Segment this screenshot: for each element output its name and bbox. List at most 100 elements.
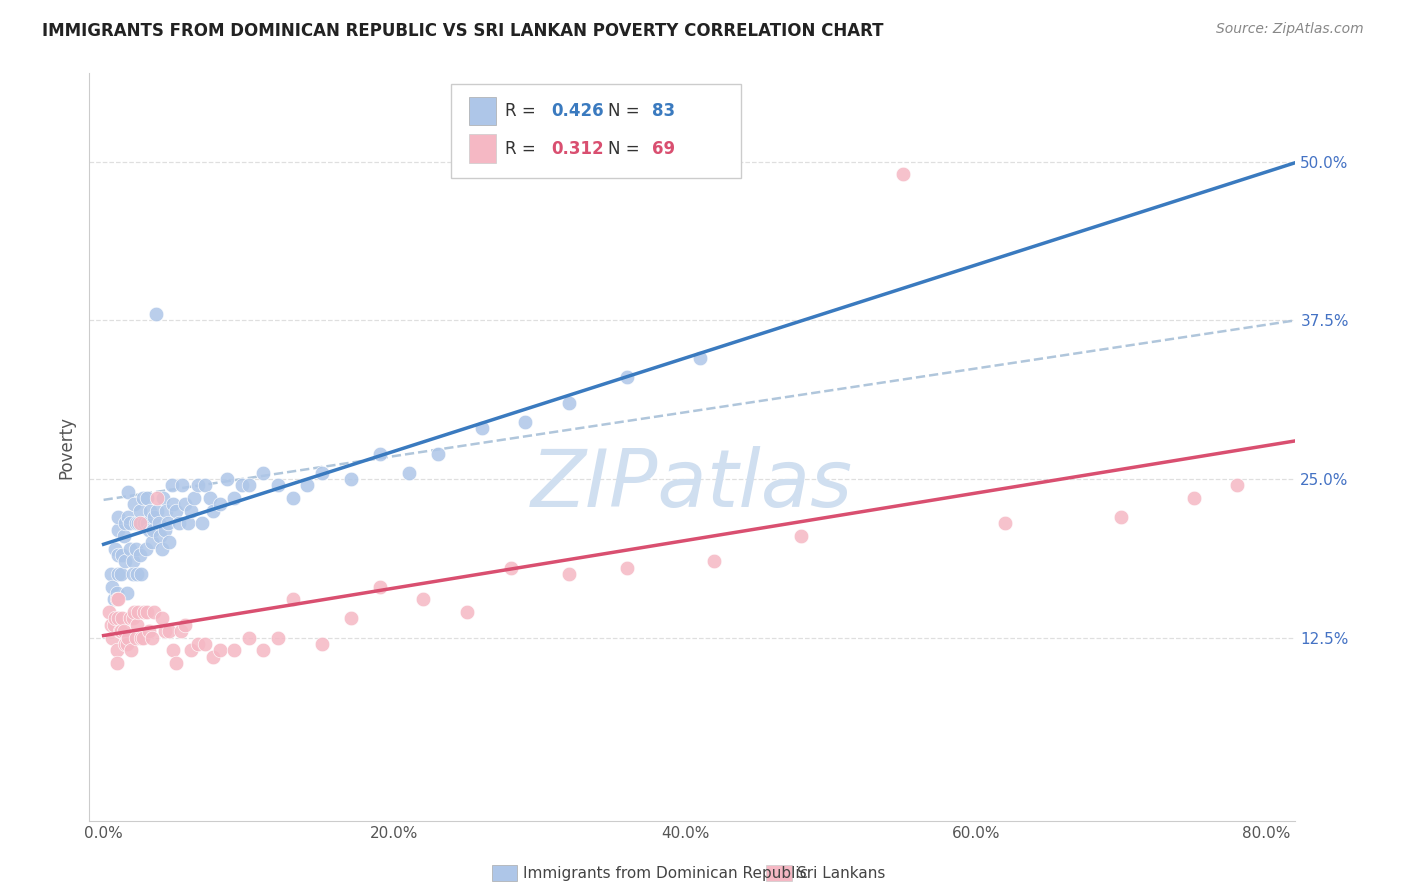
Point: [157, 535, 180, 549]
Point: [121, 567, 143, 582]
Point: [368, 446, 391, 460]
Point: [208, 497, 231, 511]
Point: [456, 605, 478, 619]
Point: [231, 478, 253, 492]
Point: [136, 605, 159, 619]
Point: [110, 624, 132, 639]
Point: [194, 637, 217, 651]
Point: [153, 624, 176, 639]
Point: [105, 643, 128, 657]
Point: [104, 541, 127, 556]
Point: [311, 466, 333, 480]
Point: [790, 529, 813, 543]
Point: [112, 529, 135, 543]
Point: [103, 592, 125, 607]
Point: [121, 611, 143, 625]
Point: [499, 560, 522, 574]
Point: [125, 617, 148, 632]
Point: [108, 624, 131, 639]
Point: [125, 567, 148, 582]
Point: [124, 516, 146, 531]
Point: [368, 580, 391, 594]
Point: [136, 516, 159, 531]
Point: [129, 503, 152, 517]
Point: [118, 516, 141, 531]
Point: [180, 643, 202, 657]
Text: R =: R =: [505, 139, 541, 158]
Point: [267, 478, 290, 492]
Point: [127, 605, 149, 619]
Point: [107, 611, 129, 625]
Point: [1226, 478, 1249, 492]
Point: [139, 503, 162, 517]
Point: [157, 624, 180, 639]
Point: [110, 567, 132, 582]
Point: [339, 611, 361, 625]
Point: [100, 567, 122, 582]
Point: [162, 497, 184, 511]
Point: [101, 631, 124, 645]
Point: [238, 478, 260, 492]
Text: 0.426: 0.426: [551, 103, 603, 120]
Point: [194, 478, 217, 492]
Text: Source: ZipAtlas.com: Source: ZipAtlas.com: [1216, 22, 1364, 37]
Point: [295, 478, 318, 492]
Point: [105, 592, 128, 607]
Point: [150, 541, 173, 556]
Point: [149, 529, 172, 543]
Text: R =: R =: [505, 103, 541, 120]
Point: [238, 631, 260, 645]
Point: [148, 516, 170, 531]
Point: [180, 503, 202, 517]
Point: [118, 611, 141, 625]
Point: [117, 484, 139, 499]
Point: [105, 586, 128, 600]
Point: [107, 510, 129, 524]
Point: [174, 497, 197, 511]
Point: [98, 605, 121, 619]
Point: [169, 624, 191, 639]
Point: [107, 567, 129, 582]
Point: [122, 605, 145, 619]
Point: [201, 503, 224, 517]
Point: [153, 523, 176, 537]
Text: 0.312: 0.312: [551, 139, 603, 158]
Point: [174, 617, 197, 632]
Point: [208, 643, 231, 657]
Point: [118, 541, 141, 556]
Point: [172, 478, 194, 492]
Point: [114, 516, 136, 531]
Point: [152, 491, 174, 505]
Point: [143, 605, 166, 619]
Point: [121, 554, 143, 568]
Point: [115, 637, 138, 651]
Point: [513, 415, 536, 429]
Point: [105, 656, 128, 670]
Point: [281, 491, 304, 505]
Point: [267, 631, 290, 645]
Point: [281, 592, 304, 607]
Point: [198, 491, 221, 505]
Point: [146, 503, 169, 517]
Text: N =: N =: [607, 103, 645, 120]
Point: [165, 503, 187, 517]
Point: [191, 516, 214, 531]
Point: [616, 370, 638, 384]
Point: [138, 624, 160, 639]
Point: [117, 631, 139, 645]
Y-axis label: Poverty: Poverty: [58, 416, 75, 479]
Point: [703, 554, 725, 568]
Text: 83: 83: [652, 103, 675, 120]
Point: [104, 611, 127, 625]
Point: [134, 605, 156, 619]
Point: [162, 643, 184, 657]
Point: [112, 624, 135, 639]
Point: [107, 548, 129, 562]
Point: [689, 351, 711, 366]
Point: [103, 617, 125, 632]
Text: N =: N =: [607, 139, 645, 158]
Point: [557, 567, 579, 582]
Point: [138, 523, 160, 537]
Point: [252, 466, 274, 480]
Point: [1182, 491, 1205, 505]
